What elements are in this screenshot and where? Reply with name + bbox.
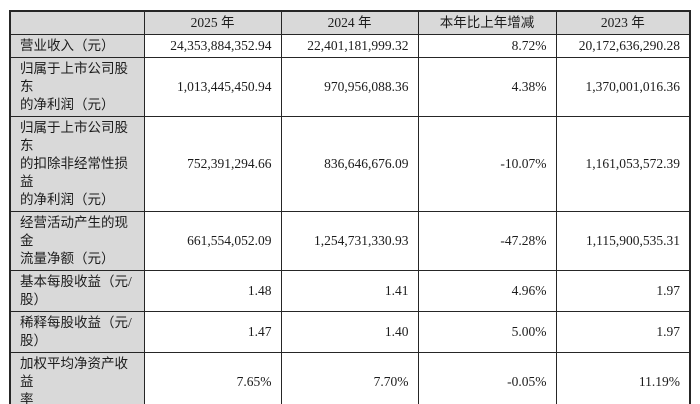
cell-value: 1,254,731,330.93	[280, 211, 419, 271]
cell-value: 1.40	[280, 311, 419, 353]
row-label-operating-cash-flow: 经营活动产生的现金 流量净额（元）	[9, 211, 145, 271]
table-row-basic-eps: 基本每股收益（元/ 股） 1.48 1.41 4.96% 1.97	[9, 270, 691, 312]
cell-value: -0.05%	[417, 352, 557, 404]
cell-value: 1.47	[143, 311, 282, 353]
row-label-weighted-avg-roe: 加权平均净资产收益 率	[9, 352, 145, 404]
table-row-diluted-eps: 稀释每股收益（元/ 股） 1.47 1.40 5.00% 1.97	[9, 311, 691, 353]
cell-value: 22,401,181,999.32	[280, 34, 419, 58]
cell-value: 24,353,884,352.94	[143, 34, 282, 58]
header-year-2025: 2025 年	[143, 10, 282, 35]
header-year-2023: 2023 年	[555, 10, 691, 35]
row-label-net-profit: 归属于上市公司股东 的净利润（元）	[9, 57, 145, 117]
cell-value: 11.19%	[555, 352, 691, 404]
financial-summary-table: 2025 年 2024 年 本年比上年增减 2023 年 营业收入（元） 24,…	[9, 10, 691, 404]
row-label-net-profit-excl-nonrecurring: 归属于上市公司股东 的扣除非经常性损益 的净利润（元）	[9, 116, 145, 212]
row-label-diluted-eps: 稀释每股收益（元/ 股）	[9, 311, 145, 353]
cell-value: 20,172,636,290.28	[555, 34, 691, 58]
header-empty-cell	[9, 10, 145, 35]
cell-value: 4.96%	[417, 270, 557, 312]
cell-value: -47.28%	[417, 211, 557, 271]
cell-value: 752,391,294.66	[143, 116, 282, 212]
cell-value: 7.65%	[143, 352, 282, 404]
cell-value: 836,646,676.09	[280, 116, 419, 212]
table-row-revenue: 营业收入（元） 24,353,884,352.94 22,401,181,999…	[9, 34, 691, 58]
cell-value: 970,956,088.36	[280, 57, 419, 117]
row-label-revenue: 营业收入（元）	[9, 34, 145, 58]
cell-value: 1.48	[143, 270, 282, 312]
row-label-basic-eps: 基本每股收益（元/ 股）	[9, 270, 145, 312]
table-row-weighted-avg-roe: 加权平均净资产收益 率 7.65% 7.70% -0.05% 11.19%	[9, 352, 691, 404]
header-year-2024: 2024 年	[280, 10, 419, 35]
cell-value: 8.72%	[417, 34, 557, 58]
cell-value: -10.07%	[417, 116, 557, 212]
cell-value: 1,013,445,450.94	[143, 57, 282, 117]
cell-value: 1,115,900,535.31	[555, 211, 691, 271]
table-row-net-profit: 归属于上市公司股东 的净利润（元） 1,013,445,450.94 970,9…	[9, 57, 691, 117]
cell-value: 1.97	[555, 311, 691, 353]
cell-value: 1.97	[555, 270, 691, 312]
table-row-net-profit-excl-nonrecurring: 归属于上市公司股东 的扣除非经常性损益 的净利润（元） 752,391,294.…	[9, 116, 691, 212]
cell-value: 5.00%	[417, 311, 557, 353]
table-row-operating-cash-flow: 经营活动产生的现金 流量净额（元） 661,554,052.09 1,254,7…	[9, 211, 691, 271]
cell-value: 1,370,001,016.36	[555, 57, 691, 117]
header-yoy-change: 本年比上年增减	[417, 10, 557, 35]
cell-value: 1,161,053,572.39	[555, 116, 691, 212]
cell-value: 661,554,052.09	[143, 211, 282, 271]
cell-value: 1.41	[280, 270, 419, 312]
cell-value: 4.38%	[417, 57, 557, 117]
cell-value: 7.70%	[280, 352, 419, 404]
table-header-row-period: 2025 年 2024 年 本年比上年增减 2023 年	[9, 10, 691, 35]
